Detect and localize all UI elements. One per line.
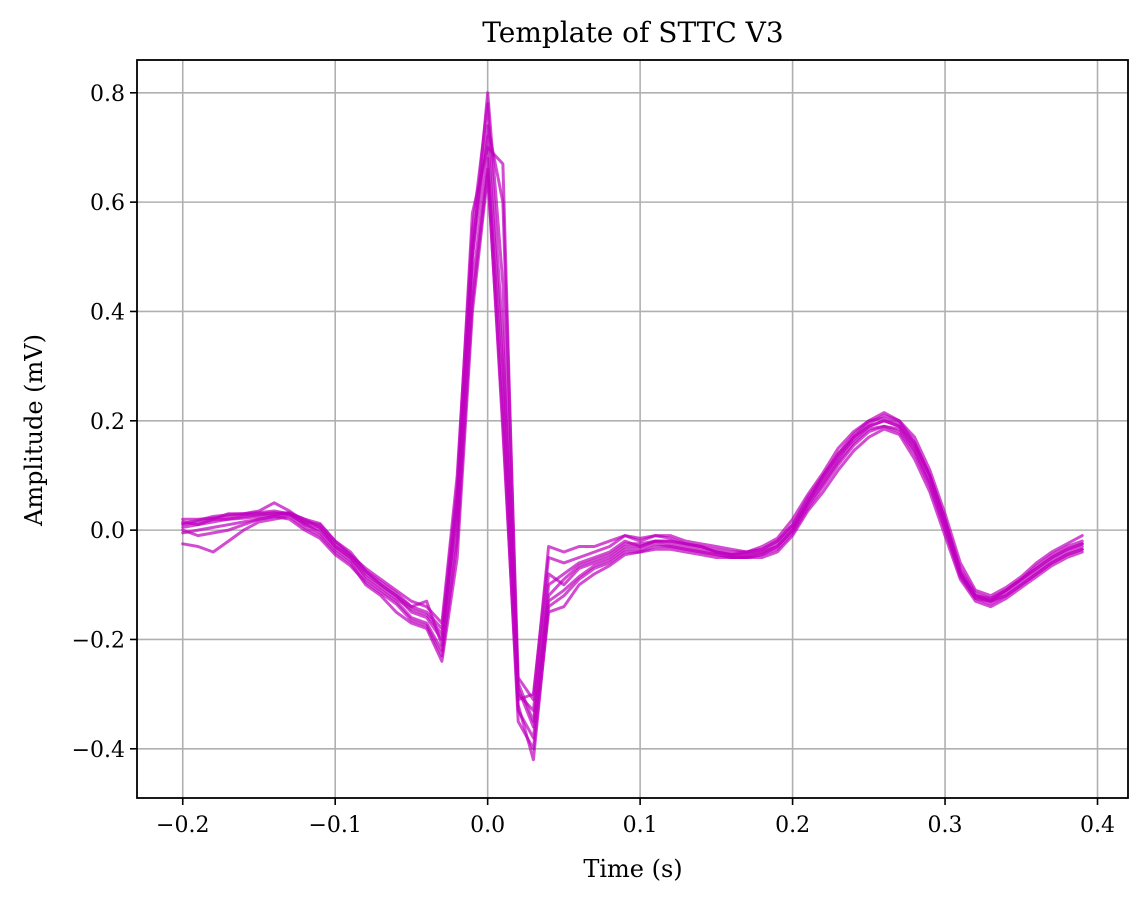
y-tick-label: 0.6 — [90, 191, 125, 216]
x-tick-label: −0.2 — [156, 813, 209, 838]
y-tick-label: 0.8 — [90, 82, 125, 107]
series-line — [181, 91, 1084, 729]
y-tick-label: 0.4 — [90, 300, 125, 325]
series-line — [181, 173, 1084, 751]
series-line — [181, 124, 1084, 702]
y-tick-label: 0.0 — [90, 519, 125, 544]
x-tick-label: 0.1 — [623, 813, 658, 838]
y-tick-label: 0.2 — [90, 410, 125, 435]
plot-frame — [136, 59, 1129, 799]
series-line — [181, 167, 1084, 740]
x-tick-label: 0.0 — [470, 813, 505, 838]
grid — [137, 60, 1128, 798]
y-tick-label: −0.4 — [72, 738, 125, 763]
x-tick-label: −0.1 — [308, 813, 361, 838]
x-axis-title: Time (s) — [583, 855, 682, 883]
series-traces — [181, 91, 1084, 762]
y-tick-label: −0.2 — [72, 628, 125, 653]
x-tick-label: 0.2 — [775, 813, 810, 838]
x-tick-label: 0.4 — [1080, 813, 1115, 838]
y-axis-title: Amplitude (mV) — [20, 334, 48, 527]
chart-title: Template of STTC V3 — [482, 16, 783, 49]
x-tick-label: 0.3 — [928, 813, 963, 838]
axis-ticks: −0.2 −0.1 0.0 0.1 0.2 0.3 0.4 −0.4 −0.2 0.0 0.2 0.4… — [72, 82, 1115, 838]
